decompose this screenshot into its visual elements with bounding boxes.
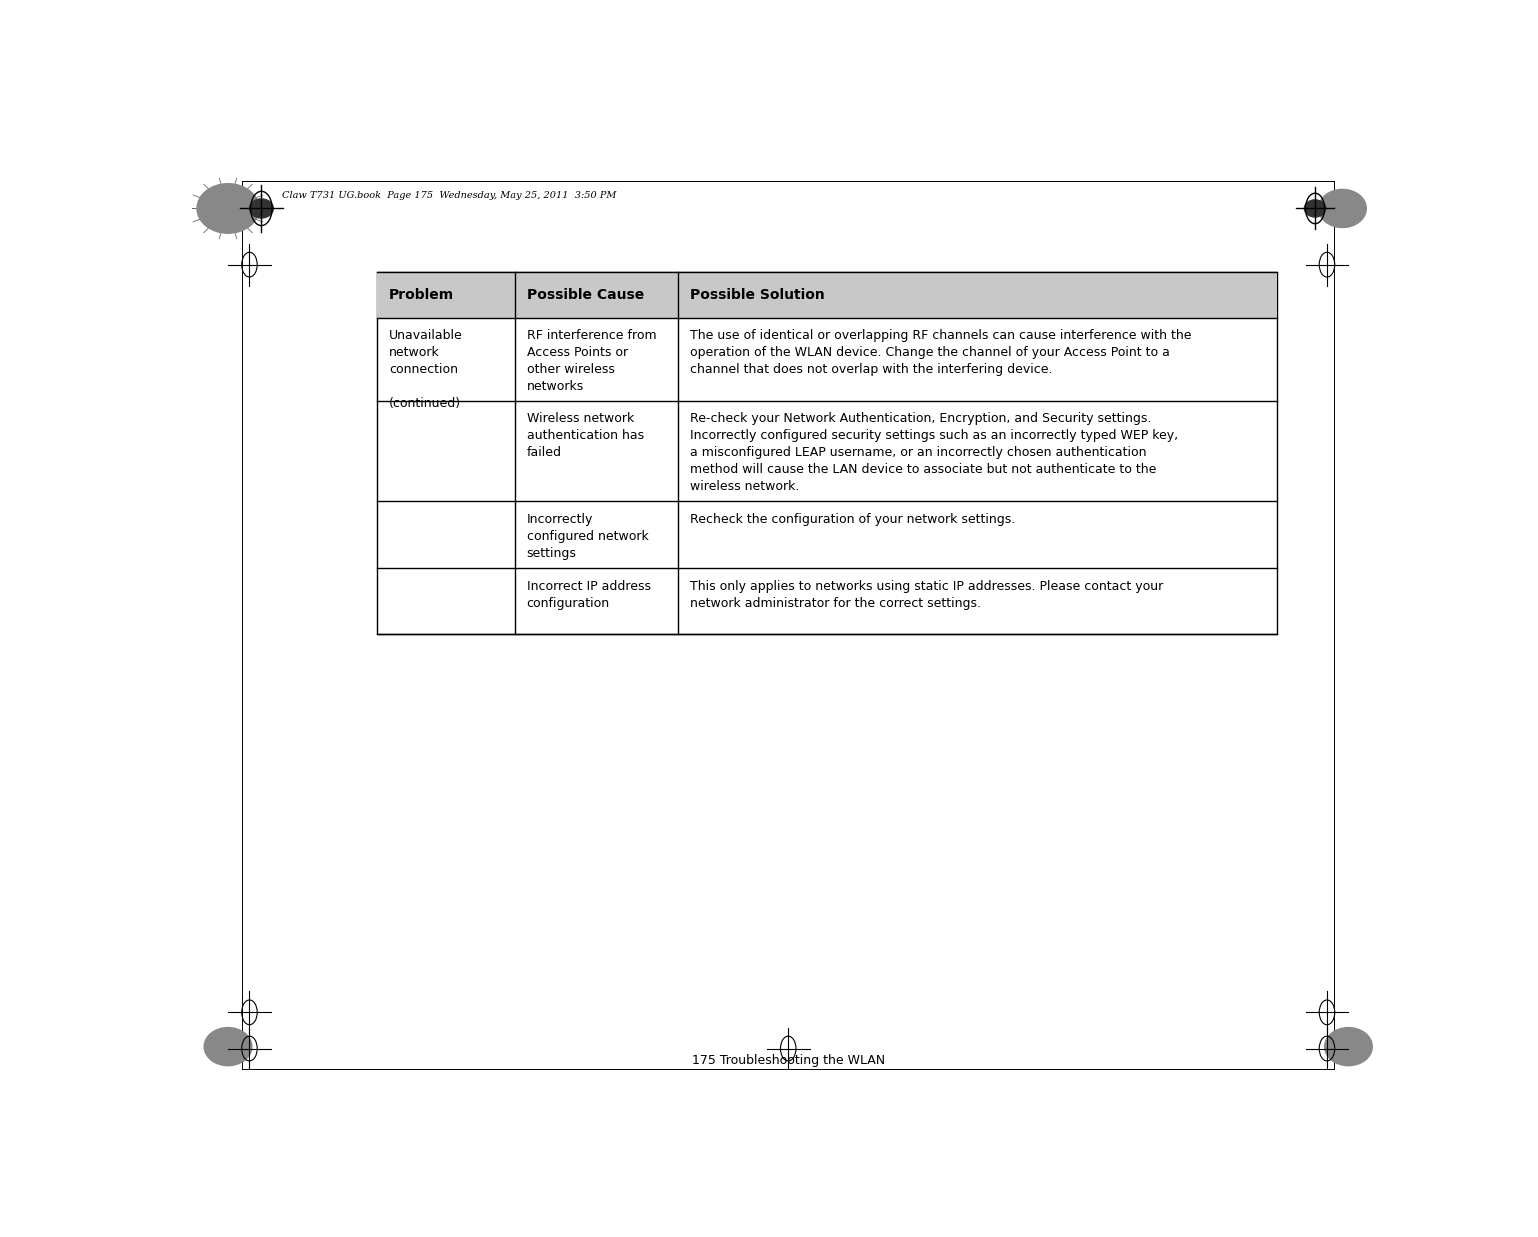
Text: Unavailable
network
connection

(continued): Unavailable network connection (continue… bbox=[389, 329, 463, 411]
Circle shape bbox=[197, 183, 258, 234]
Text: 175 Troubleshooting the WLAN: 175 Troubleshooting the WLAN bbox=[692, 1054, 884, 1068]
Text: The use of identical or overlapping RF channels can cause interference with the
: The use of identical or overlapping RF c… bbox=[691, 329, 1192, 376]
Text: Problem: Problem bbox=[389, 288, 454, 302]
Text: Recheck the configuration of your network settings.: Recheck the configuration of your networ… bbox=[691, 513, 1015, 526]
Text: Wireless network
authentication has
failed: Wireless network authentication has fail… bbox=[526, 412, 644, 459]
Circle shape bbox=[205, 1028, 252, 1066]
Text: Possible Cause: Possible Cause bbox=[526, 288, 644, 302]
Bar bbox=[377, 272, 1277, 318]
Circle shape bbox=[1324, 1028, 1372, 1066]
Text: RF interference from
Access Points or
other wireless
networks: RF interference from Access Points or ot… bbox=[526, 329, 657, 393]
Text: Possible Solution: Possible Solution bbox=[691, 288, 826, 302]
Text: Claw T731 UG.book  Page 175  Wednesday, May 25, 2011  3:50 PM: Claw T731 UG.book Page 175 Wednesday, Ma… bbox=[281, 192, 617, 200]
Text: This only applies to networks using static IP addresses. Please contact your
net: This only applies to networks using stat… bbox=[691, 580, 1164, 610]
Text: Re-check your Network Authentication, Encryption, and Security settings.
Incorre: Re-check your Network Authentication, En… bbox=[691, 412, 1178, 494]
Circle shape bbox=[249, 199, 274, 218]
Circle shape bbox=[1304, 200, 1326, 216]
Text: Incorrect IP address
configuration: Incorrect IP address configuration bbox=[526, 580, 651, 610]
Bar bbox=[377, 272, 1277, 635]
Circle shape bbox=[1318, 189, 1366, 228]
Text: Incorrectly
configured network
settings: Incorrectly configured network settings bbox=[526, 513, 649, 560]
